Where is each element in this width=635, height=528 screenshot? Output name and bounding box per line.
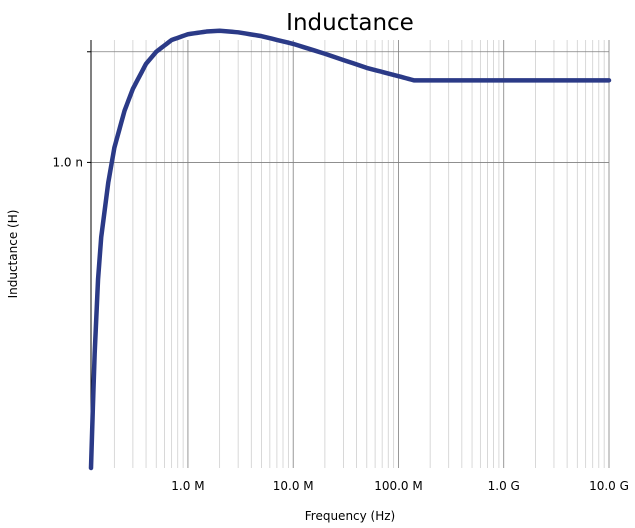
y-axis-label: Inductance (H) [6, 210, 20, 299]
series-line-0 [88, 28, 612, 471]
axes [87, 40, 92, 468]
tick-labels: 1.0 M 10.0 M 100.0 M 1.0 G 10.0 G 1.0 n [52, 155, 628, 493]
x-axis-label: Frequency (Hz) [305, 509, 396, 523]
series-group [88, 28, 612, 471]
y-tick-label: 1.0 n [52, 155, 83, 169]
x-tick-label: 10.0 M [273, 479, 314, 493]
x-tick-label: 100.0 M [374, 479, 423, 493]
grid [91, 40, 610, 468]
x-tick-label: 1.0 M [171, 479, 204, 493]
x-tick-label: 1.0 G [488, 479, 520, 493]
x-tick-label: 10.0 G [589, 479, 629, 493]
chart-title: Inductance [286, 10, 414, 36]
